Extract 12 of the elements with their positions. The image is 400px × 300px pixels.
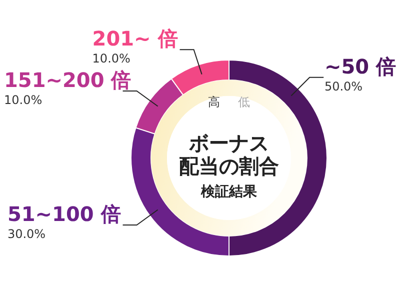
- data-label: 10.0%: [92, 52, 130, 66]
- text: 検証結果: [200, 183, 258, 200]
- slice-label: ~50 倍: [324, 54, 396, 78]
- slice-label: 151~200 倍: [4, 68, 132, 92]
- text: 高: [208, 95, 220, 109]
- data-label: 50.0%: [324, 79, 363, 94]
- slice-label: 51~100 倍: [7, 202, 121, 226]
- slice-label: 201~ 倍: [92, 26, 178, 51]
- text: 低: [238, 95, 250, 109]
- data-label: 30.0%: [7, 227, 46, 242]
- text: ボーナス配当の割合: [179, 131, 279, 178]
- data-label: 10.0%: [4, 92, 42, 107]
